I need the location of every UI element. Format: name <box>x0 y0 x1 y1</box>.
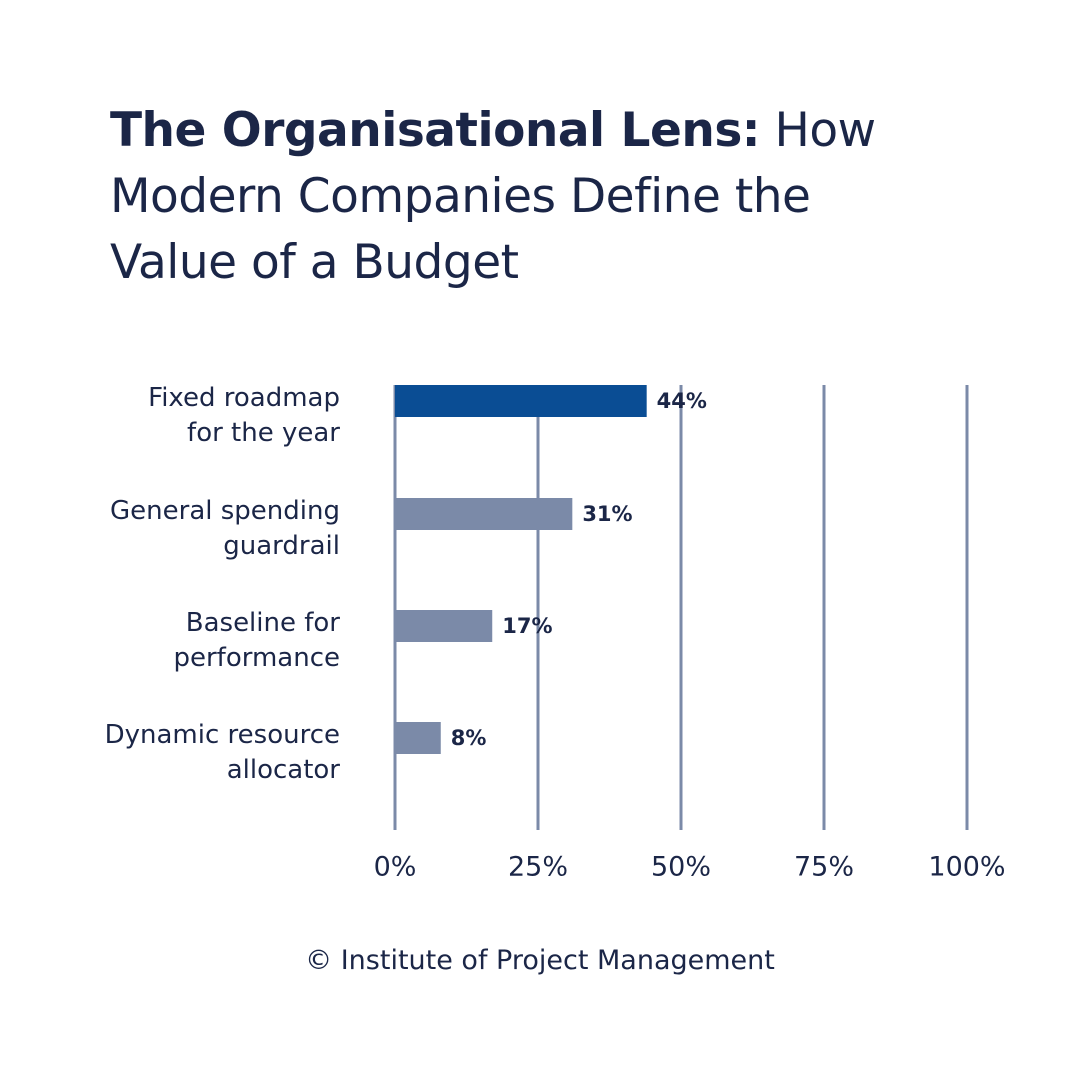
bar <box>395 722 441 754</box>
title-lead: The Organisational Lens: <box>110 103 761 158</box>
bar <box>395 385 647 417</box>
value-label: 44% <box>657 389 707 413</box>
bar <box>395 498 573 530</box>
x-tick-label: 75% <box>794 852 854 883</box>
category-label: Dynamic resource allocator <box>104 720 340 785</box>
value-label: 31% <box>582 502 632 526</box>
category-label: Baseline for performance <box>173 608 340 673</box>
x-tick-label: 25% <box>508 852 568 883</box>
chart-title: The Organisational Lens: How Modern Comp… <box>110 98 950 296</box>
title-rest: How Modern Companies Define the Value of… <box>110 103 876 290</box>
x-tick-label: 50% <box>651 852 711 883</box>
category-label: General spending guardrail <box>110 496 340 561</box>
source: © Institute of Project Management <box>305 945 775 976</box>
category-label: Fixed roadmap for the year <box>148 383 340 448</box>
x-tick-label: 100% <box>928 852 1005 883</box>
value-label: 17% <box>502 614 552 638</box>
x-tick-label: 0% <box>374 852 417 883</box>
value-label: 8% <box>451 726 487 750</box>
bar <box>395 610 493 642</box>
